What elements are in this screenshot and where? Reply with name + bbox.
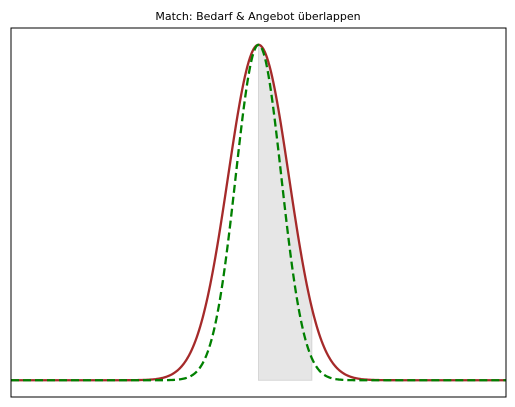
plot-frame: [10, 27, 507, 398]
chart-title: Match: Bedarf & Angebot überlappen: [155, 10, 360, 23]
plot-area: [11, 43, 506, 382]
shaded-region: [258, 44, 313, 381]
series-line-2: [11, 43, 506, 382]
